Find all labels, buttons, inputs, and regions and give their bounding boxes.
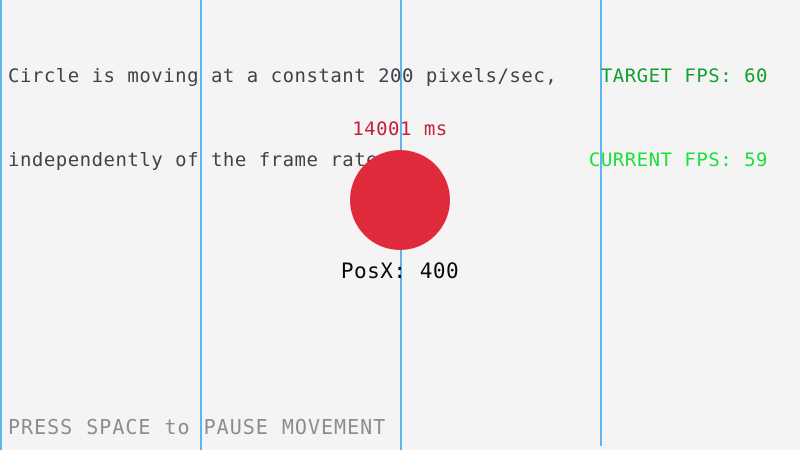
guide-line-0 [0,0,2,450]
target-fps-label: TARGET FPS: 60 [600,65,768,87]
fps-readout: TARGET FPS: 60 CURRENT FPS: 59 [589,6,768,230]
elapsed-time-label: 14001 ms [352,118,448,140]
instructions-line-2: independently of the frame rate. [8,149,391,171]
guide-line-200 [200,0,202,450]
pause-hint-text: PRESS SPACE to PAUSE MOVEMENT [8,415,387,439]
instructions-line-1: Circle is moving at a constant 200 pixel… [8,65,558,87]
instructions-text: Circle is moving at a constant 200 pixel… [8,6,557,230]
moving-circle[interactable] [350,150,450,250]
guide-line-600 [600,0,602,446]
current-fps-label: CURRENT FPS: 59 [588,149,768,171]
circle-posx-label: PosX: 400 [340,259,460,283]
